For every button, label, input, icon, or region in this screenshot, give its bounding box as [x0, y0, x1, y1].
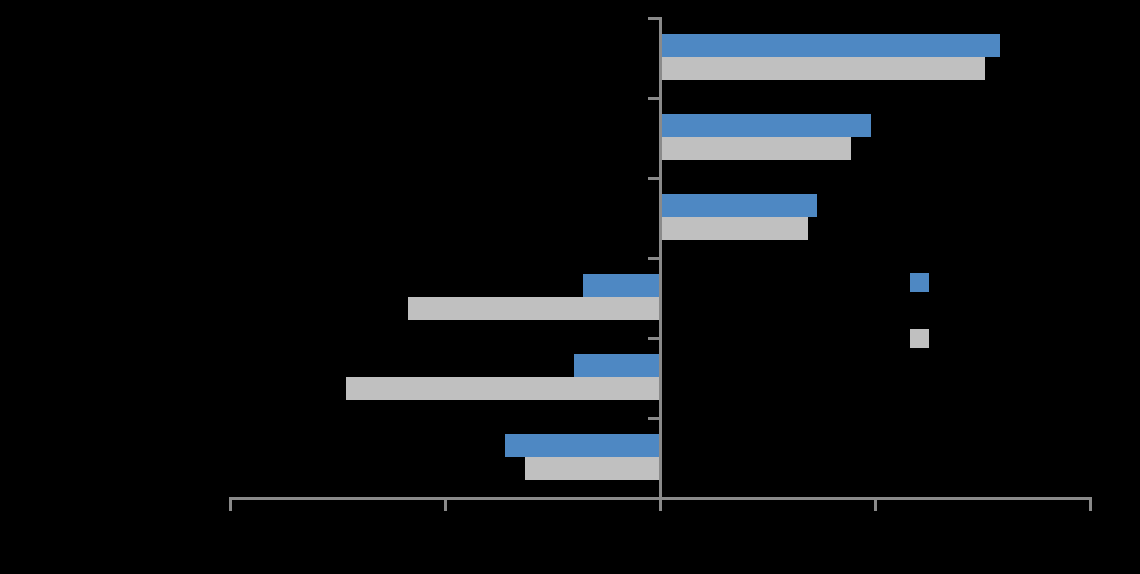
blue-series-bar-0 — [660, 34, 1000, 57]
y-axis-tick-0 — [647, 16, 659, 20]
x-axis-tick-4 — [1088, 499, 1092, 511]
gray-series-bar-1 — [660, 137, 852, 160]
x-axis-tick-3 — [873, 499, 877, 511]
blue-series-bar-3 — [582, 274, 660, 297]
legend-swatch-gray-series — [910, 329, 929, 348]
gray-series-bar-5 — [524, 457, 660, 480]
gray-series-bar-4 — [346, 377, 660, 400]
gray-series-bar-3 — [408, 297, 660, 320]
y-axis-tick-4 — [647, 336, 659, 340]
x-axis-tick-1 — [443, 499, 447, 511]
blue-series-bar-5 — [505, 434, 660, 457]
y-axis-tick-2 — [647, 176, 659, 180]
blue-series-bar-4 — [574, 354, 660, 377]
gray-series-bar-0 — [660, 57, 985, 80]
blue-series-bar-2 — [660, 194, 817, 217]
y-axis-zero-line — [658, 17, 662, 510]
y-axis-tick-1 — [647, 96, 659, 100]
y-axis-tick-3 — [647, 256, 659, 260]
legend-swatch-blue-series — [910, 273, 929, 292]
blue-series-bar-1 — [660, 114, 871, 137]
x-axis-tick-0 — [228, 499, 232, 511]
gray-series-bar-2 — [660, 217, 809, 240]
y-axis-tick-5 — [647, 416, 659, 420]
